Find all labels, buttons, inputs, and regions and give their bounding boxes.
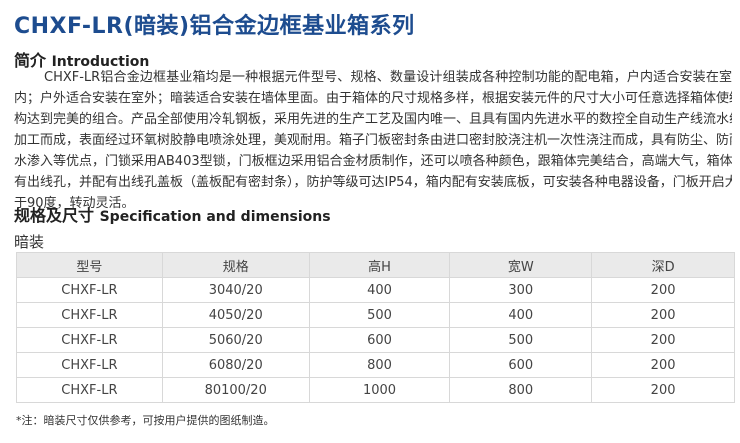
cell-depth: 200 xyxy=(591,302,735,328)
cell-spec: 6080/20 xyxy=(161,352,310,378)
cell-width: 500 xyxy=(449,327,593,353)
table-row: CHXF-LR 80100/20 1000 800 200 xyxy=(16,377,735,403)
cell-spec: 5060/20 xyxy=(161,327,310,353)
spec-subheading: 暗装 xyxy=(14,233,45,251)
cell-width: 800 xyxy=(449,377,593,403)
cell-spec: 3040/20 xyxy=(161,277,310,303)
cell-depth: 200 xyxy=(591,377,735,403)
table-row: CHXF-LR 4050/20 500 400 200 xyxy=(16,302,735,328)
spec-heading-cn: 规格及尺寸 xyxy=(14,206,95,225)
intro-line: 水渗入等优点，门锁采用AB403型锁，门板框边采用铝合金材质制作，还可以喷各种颜… xyxy=(14,154,732,169)
cell-width: 300 xyxy=(449,277,593,303)
cell-depth: 200 xyxy=(591,277,735,303)
column-header-spec: 规格 xyxy=(161,252,310,278)
intro-line: 加工而成，表面经过环氧树胶静电喷涂处理，美观耐用。箱子门板密封条由进口密封胶浇注… xyxy=(14,133,732,148)
column-header-depth: 深D xyxy=(591,252,735,278)
table-header-row: 型号 规格 高H 宽W 深D xyxy=(16,252,735,278)
cell-depth: 200 xyxy=(591,327,735,353)
cell-spec: 4050/20 xyxy=(161,302,310,328)
cell-model: CHXF-LR xyxy=(16,352,163,378)
intro-line: 于90度，转动灵活。 xyxy=(14,196,135,211)
intro-line: 内；户外适合安装在室外；暗装适合安装在墙体里面。由于箱体的尺寸规格多样，根据安装… xyxy=(14,91,732,106)
intro-heading: 简介 Introduction xyxy=(14,47,149,71)
cell-height: 1000 xyxy=(308,377,451,403)
intro-heading-cn: 简介 xyxy=(14,51,47,70)
cell-model: CHXF-LR xyxy=(16,302,163,328)
page-title: CHXF-LR(暗装)铝合金边框基业箱系列 xyxy=(14,14,415,39)
table-row: CHXF-LR 6080/20 800 600 200 xyxy=(16,352,735,378)
cell-depth: 200 xyxy=(591,352,735,378)
table-row: CHXF-LR 3040/20 400 300 200 xyxy=(16,277,735,303)
cell-height: 500 xyxy=(308,302,451,328)
cell-model: CHXF-LR xyxy=(16,327,163,353)
intro-paragraph: CHXF-LR铝合金边框基业箱均是一种根据元件型号、规格、数量设计组装成各种控制… xyxy=(14,67,732,214)
cell-height: 800 xyxy=(308,352,451,378)
cell-model: CHXF-LR xyxy=(16,377,163,403)
column-header-width: 宽W xyxy=(449,252,593,278)
intro-line: 构达到完美的组合。产品全部使用冷轧钢板，采用先进的生产工艺及国内唯一、且具有国内… xyxy=(14,112,732,127)
column-header-model: 型号 xyxy=(16,252,163,278)
spec-heading-en: Specification and dimensions xyxy=(99,209,331,225)
footnote: *注：暗装尺寸仅供参考，可按用户提供的图纸制造。 xyxy=(16,414,275,427)
spec-table: 型号 规格 高H 宽W 深D CHXF-LR 3040/20 400 300 200 CH… xyxy=(16,252,735,403)
intro-line: CHXF-LR铝合金边框基业箱均是一种根据元件型号、规格、数量设计组装成各种控制… xyxy=(44,70,732,85)
cell-width: 400 xyxy=(449,302,593,328)
cell-model: CHXF-LR xyxy=(16,277,163,303)
cell-height: 400 xyxy=(308,277,451,303)
intro-heading-en: Introduction xyxy=(51,54,150,70)
spec-heading: 规格及尺寸 Specification and dimensions xyxy=(14,202,331,226)
column-header-height: 高H xyxy=(308,252,451,278)
cell-height: 600 xyxy=(308,327,451,353)
cell-width: 600 xyxy=(449,352,593,378)
cell-spec: 80100/20 xyxy=(161,377,310,403)
intro-line: 有出线孔，并配有出线孔盖板（盖板配有密封条），防护等级可达IP54，箱内配有安装… xyxy=(14,175,732,190)
table-row: CHXF-LR 5060/20 600 500 200 xyxy=(16,327,735,353)
